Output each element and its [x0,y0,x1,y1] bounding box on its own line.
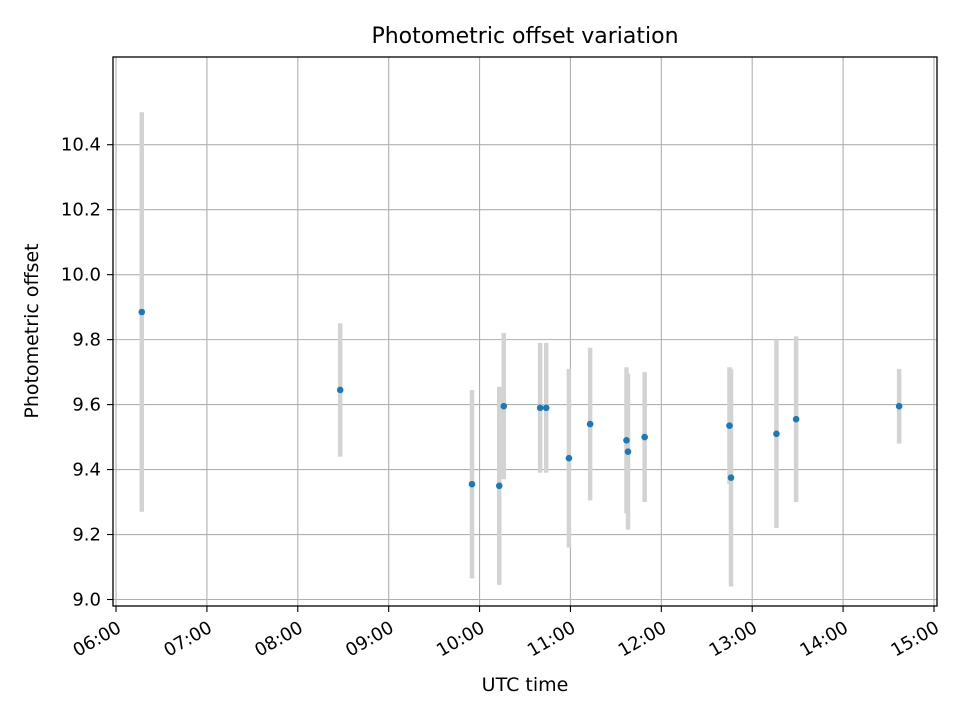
x-tick-label: 06:00 [70,617,125,661]
x-tick-label: 07:00 [160,617,215,661]
x-tick-label: 09:00 [342,617,397,661]
x-tick-label: 10:00 [433,617,488,661]
data-points [138,308,903,490]
data-point [468,480,476,488]
data-point [641,433,648,441]
data-point [623,437,630,444]
data-point [773,430,780,438]
data-point [536,404,544,412]
data-point [336,386,344,394]
y-tick-label: 10.0 [61,265,101,286]
y-tick-label: 9.2 [72,525,101,546]
plot-frame [112,56,938,607]
x-axis-label: UTC time [482,674,569,696]
data-point [500,402,508,410]
x-tick-label: 14:00 [797,617,852,661]
grid-lines [113,57,937,606]
y-tick-label: 9.4 [72,460,101,481]
y-tick-label: 10.2 [61,200,101,221]
y-tick-label: 9.0 [72,590,101,611]
data-point [726,422,733,430]
x-tick-label: 13:00 [706,617,761,661]
error-bars [139,112,902,587]
y-axis-label: Photometric offset [21,243,43,418]
x-tick-label: 08:00 [251,617,306,661]
data-point [138,308,146,316]
data-point [565,454,573,462]
y-tick-label: 9.6 [72,395,101,416]
x-tick-label: 12:00 [615,617,670,661]
chart-title: Photometric offset variation [371,24,678,49]
data-point [586,420,594,428]
y-tick-label: 9.8 [72,330,101,351]
data-point [624,448,632,455]
data-point [895,402,903,410]
data-point [495,482,503,490]
data-point [542,404,550,412]
data-point [792,415,800,423]
x-tick-label: 15:00 [887,617,942,661]
x-tick-label: 11:00 [524,617,579,661]
data-point [727,474,735,481]
y-tick-label: 10.4 [61,135,101,156]
